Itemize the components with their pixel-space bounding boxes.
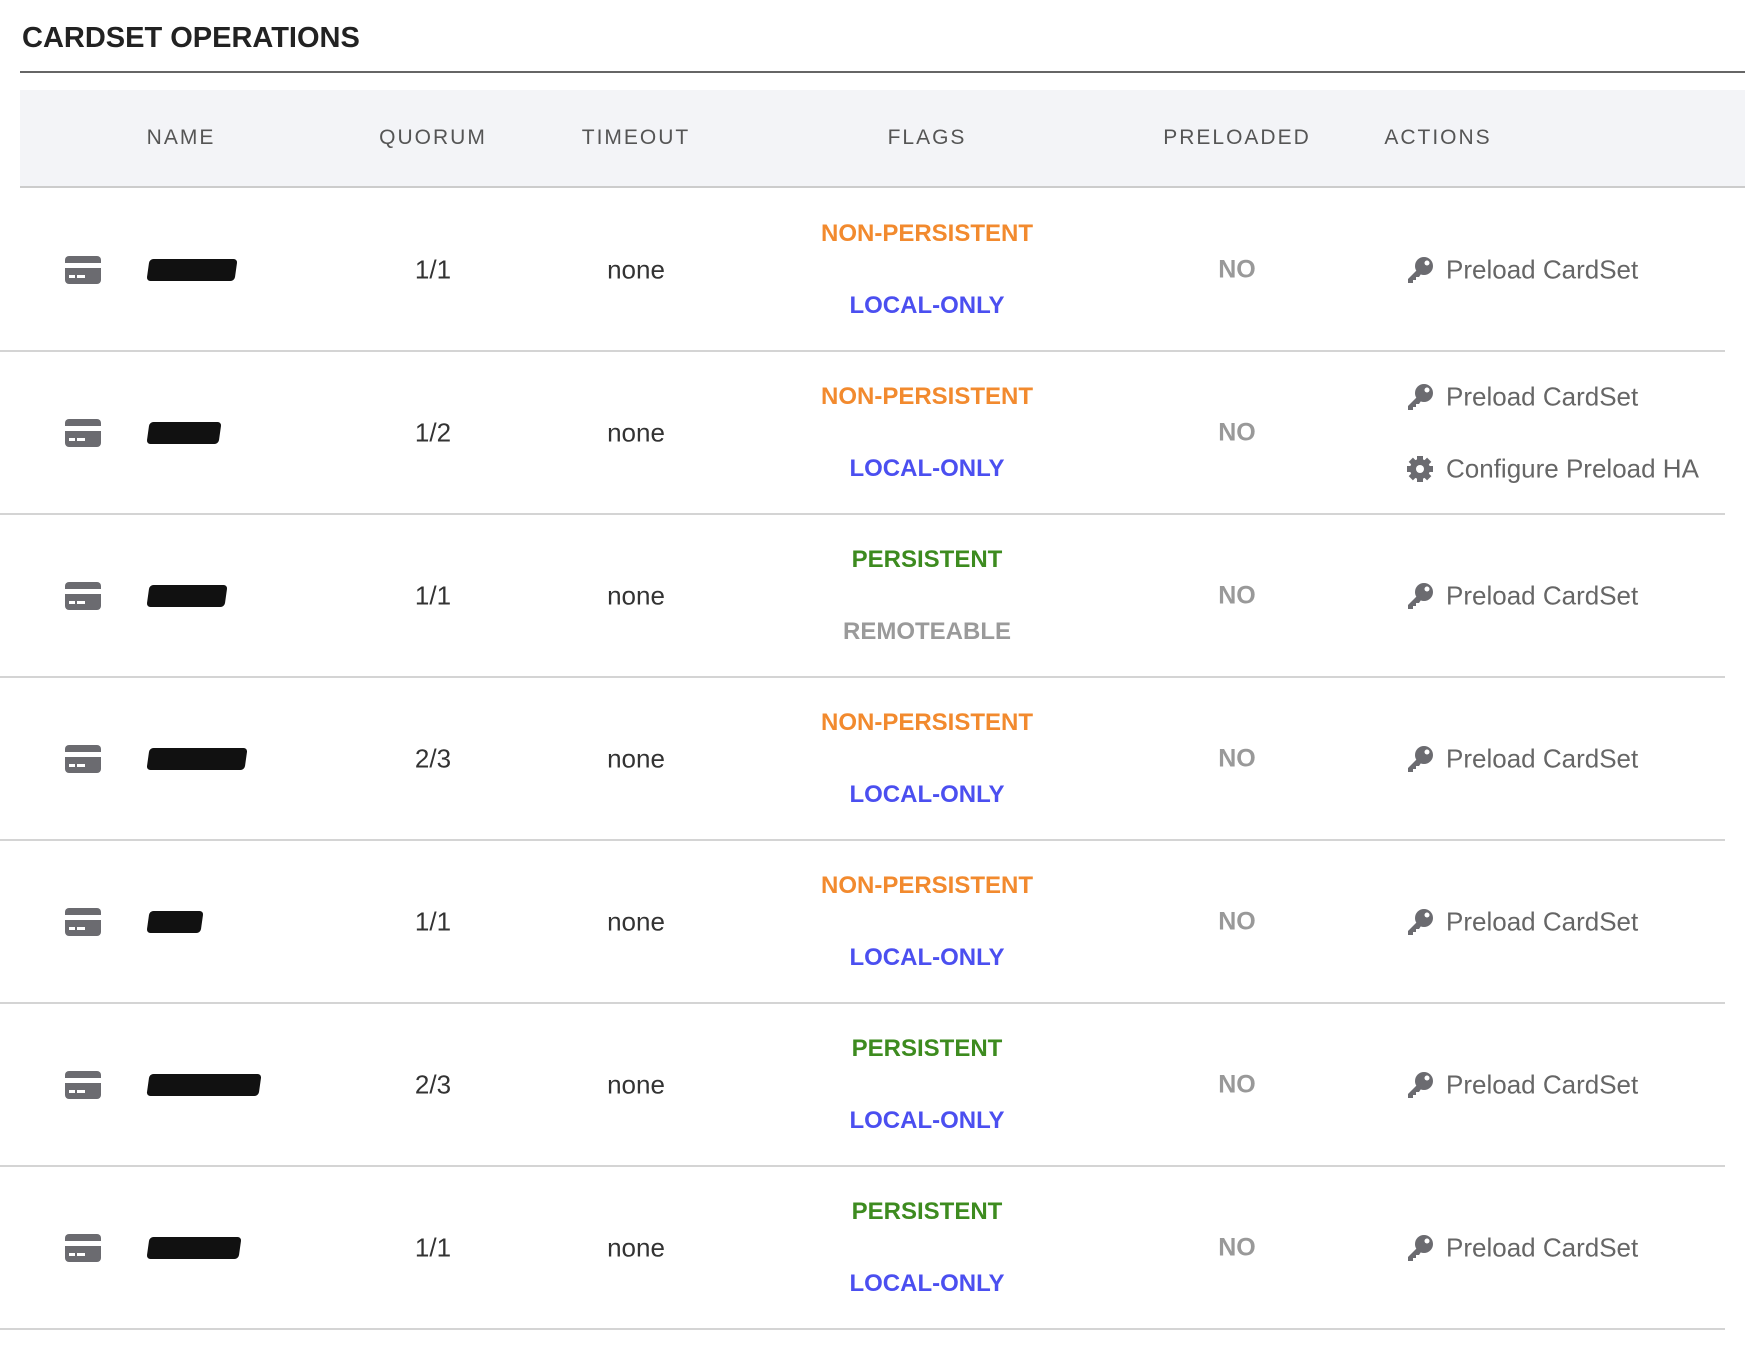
flag-badge: PERSISTENT [851, 1034, 1003, 1062]
title-rule [20, 71, 1745, 73]
flag-badge: NON-PERSISTENT [820, 219, 1034, 247]
row-divider [0, 676, 1725, 678]
redacted-name [146, 584, 228, 607]
redacted-name [146, 421, 222, 444]
preloaded: NO [1218, 581, 1256, 609]
column-header: FLAGS [887, 126, 967, 149]
row-divider [0, 1328, 1725, 1330]
key-icon [1405, 581, 1435, 611]
card-icon [64, 581, 102, 611]
flag-badge: NON-PERSISTENT [820, 871, 1034, 899]
preloaded: NO [1218, 1070, 1256, 1098]
key-icon [1405, 744, 1435, 774]
section-title: CARDSET OPERATIONS [22, 22, 360, 54]
row-divider [0, 839, 1725, 841]
timeout: none [607, 254, 665, 284]
column-header: NAME [146, 126, 216, 149]
column-header: ACTIONS [1384, 126, 1492, 149]
column-header: PRELOADED [1163, 126, 1311, 149]
redacted-name [146, 258, 238, 281]
preloaded: NO [1218, 255, 1256, 283]
flag-badge: REMOTEABLE [843, 617, 1011, 645]
quorum: 1/1 [414, 1232, 452, 1262]
key-icon [1405, 1070, 1435, 1100]
key-icon [1405, 1233, 1435, 1263]
action-link[interactable]: Preload CardSet [1446, 906, 1639, 936]
card-icon [64, 418, 102, 448]
key-icon [1405, 907, 1435, 937]
action-link[interactable]: Preload CardSet [1446, 254, 1639, 284]
action-link[interactable]: Preload CardSet [1446, 580, 1639, 610]
flag-badge: LOCAL-ONLY [849, 1106, 1005, 1134]
action-link[interactable]: Preload CardSet [1446, 743, 1639, 773]
row-divider [0, 1002, 1725, 1004]
card-icon [64, 744, 102, 774]
timeout: none [607, 743, 665, 773]
redacted-name [146, 747, 248, 770]
key-icon [1405, 255, 1435, 285]
card-icon [64, 1233, 102, 1263]
quorum: 1/1 [414, 580, 452, 610]
flag-badge: LOCAL-ONLY [849, 291, 1005, 319]
flag-badge: NON-PERSISTENT [820, 382, 1034, 410]
card-icon [64, 255, 102, 285]
card-icon [64, 907, 102, 937]
card-icon [64, 1070, 102, 1100]
table-header [20, 90, 1745, 188]
row-divider [0, 1165, 1725, 1167]
preloaded: NO [1218, 907, 1256, 935]
preloaded: NO [1218, 418, 1256, 446]
timeout: none [607, 1069, 665, 1099]
gear-icon [1405, 454, 1435, 484]
preloaded: NO [1218, 744, 1256, 772]
flag-badge: LOCAL-ONLY [849, 454, 1005, 482]
key-icon [1405, 382, 1435, 412]
column-header: QUORUM [379, 126, 487, 149]
flag-badge: LOCAL-ONLY [849, 780, 1005, 808]
timeout: none [607, 580, 665, 610]
timeout: none [607, 906, 665, 936]
redacted-name [146, 1236, 242, 1259]
action-link[interactable]: Preload CardSet [1446, 1232, 1639, 1262]
redacted-name [146, 1073, 262, 1096]
action-link[interactable]: Configure Preload HA [1446, 453, 1699, 483]
row-divider [0, 350, 1725, 352]
flag-badge: PERSISTENT [851, 1197, 1003, 1225]
flag-badge: PERSISTENT [851, 545, 1003, 573]
quorum: 1/1 [414, 254, 452, 284]
preloaded: NO [1218, 1233, 1256, 1261]
redacted-name [146, 910, 204, 933]
action-link[interactable]: Preload CardSet [1446, 381, 1639, 411]
action-link[interactable]: Preload CardSet [1446, 1069, 1639, 1099]
flag-badge: LOCAL-ONLY [849, 1269, 1005, 1297]
quorum: 2/3 [414, 743, 452, 773]
timeout: none [607, 417, 665, 447]
column-header: TIMEOUT [581, 126, 691, 149]
row-divider [0, 513, 1725, 515]
quorum: 1/2 [414, 417, 452, 447]
flag-badge: LOCAL-ONLY [849, 943, 1005, 971]
timeout: none [607, 1232, 665, 1262]
quorum: 1/1 [414, 906, 452, 936]
flag-badge: NON-PERSISTENT [820, 708, 1034, 736]
quorum: 2/3 [414, 1069, 452, 1099]
